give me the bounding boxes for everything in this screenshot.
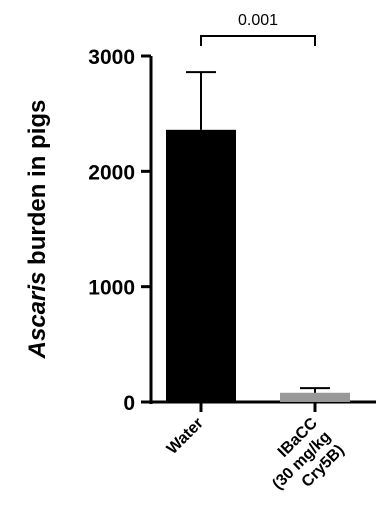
y-tick-label: 0 [123,392,135,415]
y-tick-label: 3000 [88,46,135,69]
y-tick-label: 2000 [88,161,135,184]
y-ticks: 0 1000 2000 3000 [88,46,151,415]
x-tick-label-line: Water [164,415,207,458]
y-axis-label-italic: Ascaris [24,272,51,360]
bar [166,129,236,402]
y-axis-label: Ascaris burden in pigs [24,100,51,360]
p-value-label: 0.001 [238,12,278,29]
error-bars [186,71,330,393]
x-tick-label: Water [164,415,207,458]
bars [166,129,350,402]
x-ticks: Water IBaCC(30 mg/kgCry5B) [164,402,348,506]
significance-bracket: 0.001 [200,12,316,46]
bar [280,392,350,402]
significance-bracket-line [200,35,316,46]
x-tick-label: IBaCC(30 mg/kgCry5B) [256,414,348,506]
y-axis-label-rest: burden in pigs [24,100,51,272]
y-tick-label: 1000 [88,277,135,300]
